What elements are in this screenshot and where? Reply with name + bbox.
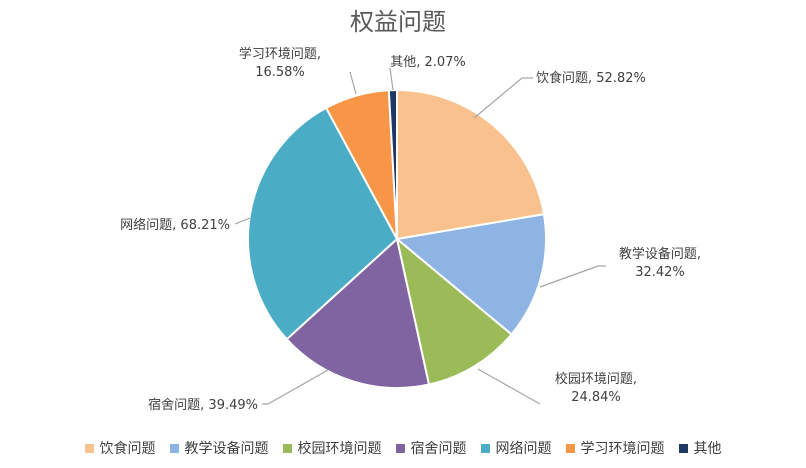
legend-label: 学习环境问题	[580, 441, 665, 457]
legend-swatch	[678, 443, 688, 453]
data-label-7: 其他, 2.07%	[390, 55, 466, 70]
pie-slice-7	[387, 88, 398, 240]
leader-line-7	[389, 67, 394, 91]
legend-label: 校园环境问题	[297, 441, 382, 457]
leader-line-3	[477, 368, 541, 405]
pie-slice-1	[396, 88, 546, 241]
data-label-4: 宿舍问题, 39.49%	[148, 397, 258, 413]
legend-label: 教学设备问题	[184, 441, 269, 457]
pie-slices	[246, 88, 547, 389]
legend-item-3: 校园环境问题	[282, 438, 382, 458]
legend-item-6: 学习环境问题	[565, 438, 665, 458]
pie-slice-3	[395, 236, 513, 386]
legend-swatch	[282, 443, 292, 453]
legend-label: 其他	[693, 441, 722, 457]
leader-line-4	[262, 369, 329, 405]
legend-label: 宿舍问题	[410, 441, 467, 457]
legend-item-4: 宿舍问题	[395, 438, 467, 458]
data-label-1: 饮食问题, 52.82%	[536, 70, 646, 86]
chart-legend: 饮食问题 教学设备问题 校园环境问题 宿舍问题 网络问题 学习环境问题 其他	[0, 436, 806, 460]
pie-slice-5	[246, 106, 399, 341]
legend-swatch	[480, 443, 490, 453]
legend-item-2: 教学设备问题	[169, 438, 269, 458]
legend-swatch	[565, 443, 575, 453]
legend-label: 网络问题	[495, 441, 552, 457]
leader-line-1	[473, 77, 533, 119]
legend-item-7: 其他	[678, 438, 722, 458]
data-label-6: 学习环境问题, 16.58%	[239, 46, 321, 80]
leader-line-6	[349, 71, 357, 95]
leader-line-2	[539, 265, 606, 288]
data-labels: 饮食问题, 52.82% 教学设备问题, 32.42% 校园环境问题, 24.84% 宿舍…	[120, 46, 701, 413]
pie-slice-2	[394, 213, 547, 336]
data-label-3: 校园环境问题, 24.84%	[555, 371, 637, 405]
leader-lines	[234, 67, 606, 405]
pie-slice-4	[285, 237, 431, 389]
leader-line-5	[234, 217, 251, 225]
legend-swatch	[395, 443, 405, 453]
legend-item-5: 网络问题	[480, 438, 552, 458]
data-label-2: 教学设备问题, 32.42%	[619, 246, 701, 280]
legend-label: 饮食问题	[99, 441, 156, 457]
chart-title: 权益问题	[350, 8, 446, 36]
legend-item-1: 饮食问题	[84, 438, 156, 458]
legend-swatch	[84, 443, 94, 453]
legend-swatch	[169, 443, 179, 453]
data-label-5: 网络问题, 68.21%	[120, 217, 230, 233]
